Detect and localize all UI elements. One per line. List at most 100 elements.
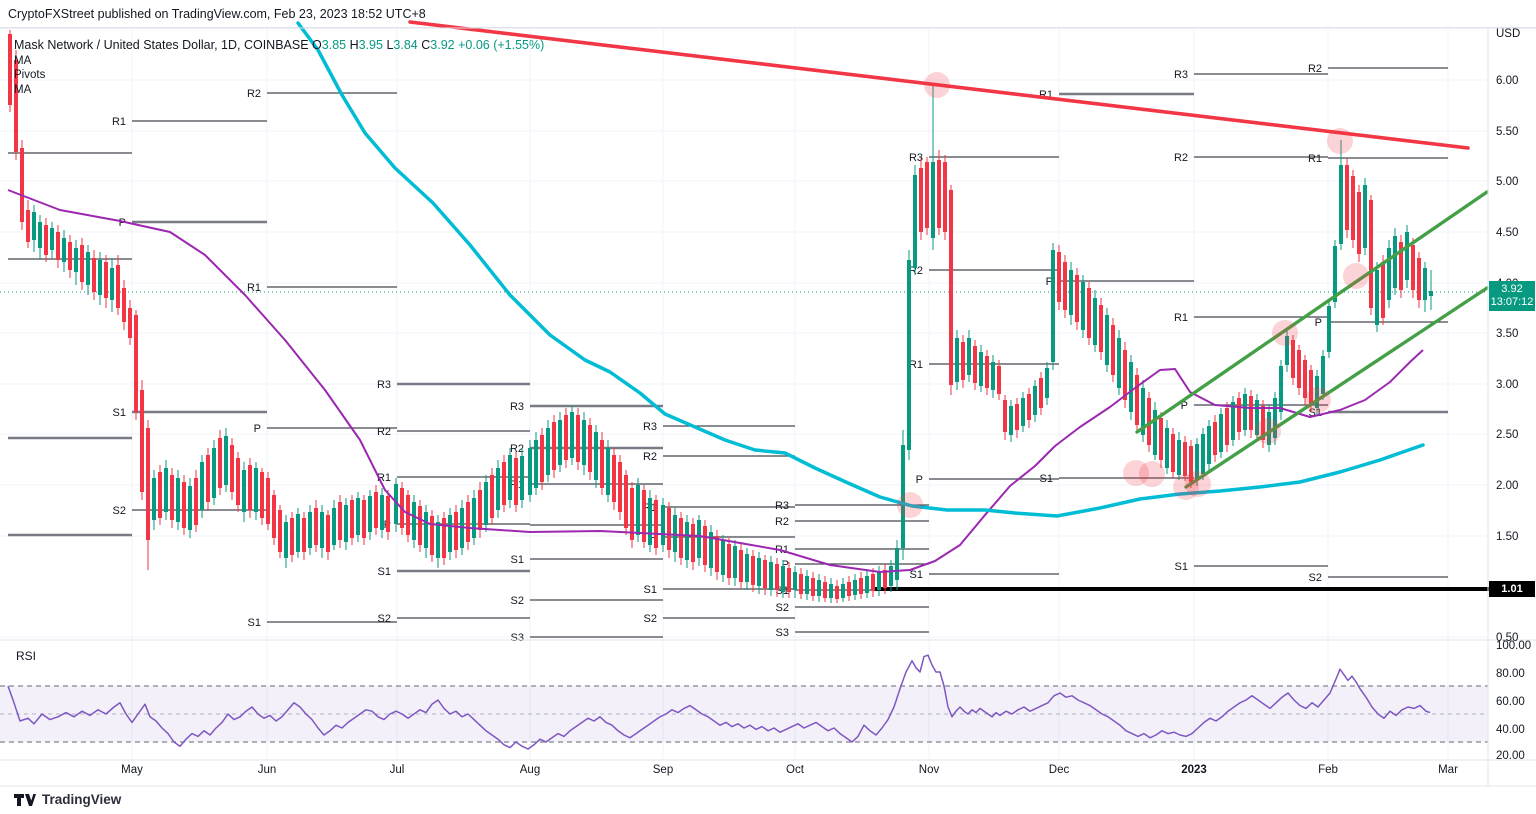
- ohlc-values: O3.85 H3.95 L3.84 C3.92: [312, 38, 458, 52]
- pivot-label: R3: [1174, 69, 1188, 81]
- pivot-label: S1: [113, 407, 126, 419]
- rsi-line[interactable]: [7, 654, 1431, 750]
- pivot-label: S2: [113, 505, 126, 517]
- svg-text:5.00: 5.00: [1496, 176, 1518, 188]
- svg-text:Jul: Jul: [390, 764, 405, 776]
- ma-cyan-line[interactable]: [296, 21, 1425, 518]
- green-channel-upper[interactable]: [1135, 190, 1489, 434]
- svg-text:5.50: 5.50: [1496, 126, 1518, 138]
- svg-text:6.00: 6.00: [1496, 75, 1518, 87]
- svg-text:Oct: Oct: [786, 764, 805, 776]
- pivot-label: R2: [909, 265, 923, 277]
- pivot-label: P: [650, 532, 657, 544]
- svg-text:Aug: Aug: [520, 764, 540, 776]
- svg-text:USD: USD: [1496, 28, 1520, 40]
- ma-purple-line[interactable]: [7, 189, 1424, 573]
- svg-text:Mar: Mar: [1438, 764, 1458, 776]
- pivot-label: S3: [776, 627, 789, 639]
- pivot-label: R3: [510, 401, 524, 413]
- svg-text:40.00: 40.00: [1496, 724, 1525, 736]
- pivot-label: S1: [644, 584, 657, 596]
- svg-text:20.00: 20.00: [1496, 750, 1525, 762]
- svg-text:May: May: [121, 764, 143, 776]
- ohlc-item: L3.84: [386, 38, 418, 52]
- candlestick-series: [8, 30, 1433, 603]
- pivot-label: S1: [910, 569, 923, 581]
- pivot-label: P: [1181, 400, 1188, 412]
- time-axis[interactable]: May Jun Jul Aug Sep Oct Nov Dec 2023 Feb Mar: [121, 764, 1458, 776]
- svg-text:4.50: 4.50: [1496, 227, 1518, 239]
- symbol-title: Mask Network / United States Dollar, 1D,…: [14, 38, 309, 52]
- rsi-band: [0, 685, 1488, 743]
- pivot-label: R1: [1174, 312, 1188, 324]
- svg-text:60.00: 60.00: [1496, 696, 1525, 708]
- pivot-label: P: [782, 559, 789, 571]
- pivot-label: S2: [776, 602, 789, 614]
- svg-text:Feb: Feb: [1318, 764, 1338, 776]
- svg-text:2.50: 2.50: [1496, 429, 1518, 441]
- pivot-label: S2: [1309, 572, 1322, 584]
- symbol-row[interactable]: Mask Network / United States Dollar, 1D,…: [14, 38, 544, 52]
- svg-text:Dec: Dec: [1049, 764, 1070, 776]
- tradingview-logo[interactable]: TradingView: [14, 792, 121, 807]
- indicator-label-ma1[interactable]: MA: [14, 54, 32, 67]
- indicator-label-ma2[interactable]: MA: [14, 83, 32, 96]
- pivot-label: R3: [909, 152, 923, 164]
- pivot-label: S1: [248, 617, 261, 629]
- pivot-label: P: [254, 423, 261, 435]
- svg-text:0.50: 0.50: [1496, 632, 1518, 644]
- pivot-label: P: [1315, 317, 1322, 329]
- pivot-label: R2: [1174, 152, 1188, 164]
- pivot-label: R3: [775, 500, 789, 512]
- pivot-label: S1: [1040, 473, 1053, 485]
- svg-text:3.50: 3.50: [1496, 328, 1518, 340]
- green-channel-lower[interactable]: [1184, 286, 1489, 489]
- pivot-label: S2: [378, 613, 391, 625]
- pivot-label: S1: [378, 566, 391, 578]
- pivot-label: S2: [511, 595, 524, 607]
- touchpoint-circles: [897, 72, 1369, 518]
- pivot-label: R1: [1308, 153, 1322, 165]
- bar-countdown: 13:07:12: [1490, 296, 1534, 308]
- pivot-label: P: [119, 217, 126, 229]
- tradingview-icon: [14, 794, 36, 806]
- pivot-label: P: [1046, 276, 1053, 288]
- pivot-label: R2: [775, 516, 789, 528]
- pivot-label: R2: [377, 426, 391, 438]
- pivot-label: R1: [247, 282, 261, 294]
- rsi-pane-label: RSI: [16, 649, 36, 663]
- pivot-label: R1: [112, 116, 126, 128]
- tradingview-logo-text: TradingView: [42, 792, 122, 807]
- current-price-badge: 3.92 13:07:12: [1489, 281, 1535, 311]
- svg-text:Sep: Sep: [653, 764, 673, 776]
- ohlc-item: C3.92: [421, 38, 455, 52]
- indicator-label-pivots[interactable]: Pivots: [14, 69, 46, 81]
- pivot-label: P: [916, 474, 923, 486]
- pivot-label: R1: [909, 359, 923, 371]
- red-resistance-trendline[interactable]: [408, 20, 1470, 150]
- svg-text:2023: 2023: [1181, 764, 1207, 776]
- pivot-label: S2: [644, 613, 657, 625]
- svg-text:Jun: Jun: [258, 764, 277, 776]
- price-axis[interactable]: USD6.005.505.004.504.003.503.002.502.001…: [1496, 28, 1531, 762]
- pivot-label: R2: [510, 443, 524, 455]
- svg-text:2.00: 2.00: [1496, 480, 1518, 492]
- pivot-label: R2: [1308, 63, 1322, 75]
- key-level-badge: 1.01: [1489, 581, 1535, 597]
- ohlc-item: O3.85: [312, 38, 347, 52]
- pivot-label: R2: [643, 451, 657, 463]
- publish-text: CryptoFXStreet published on TradingView.…: [8, 6, 426, 21]
- svg-text:3.00: 3.00: [1496, 379, 1518, 391]
- svg-text:100.00: 100.00: [1496, 640, 1531, 652]
- pivot-levels: R1 P S1 S2 R2 R1 P S1 R3 R2 R1 P S1 S2 R3 R2 R1 S1 S2 S3 R3 R…: [8, 63, 1448, 644]
- pivot-label: R2: [247, 88, 261, 100]
- pivot-label: S1: [1175, 561, 1188, 573]
- chart-legend: Mask Network / United States Dollar, 1D,…: [14, 38, 544, 96]
- pivot-label: S3: [511, 632, 524, 644]
- svg-text:1.50: 1.50: [1496, 531, 1518, 543]
- ohlc-item: H3.95: [349, 38, 383, 52]
- pivot-label: S1: [511, 554, 524, 566]
- pivot-label: R3: [643, 421, 657, 433]
